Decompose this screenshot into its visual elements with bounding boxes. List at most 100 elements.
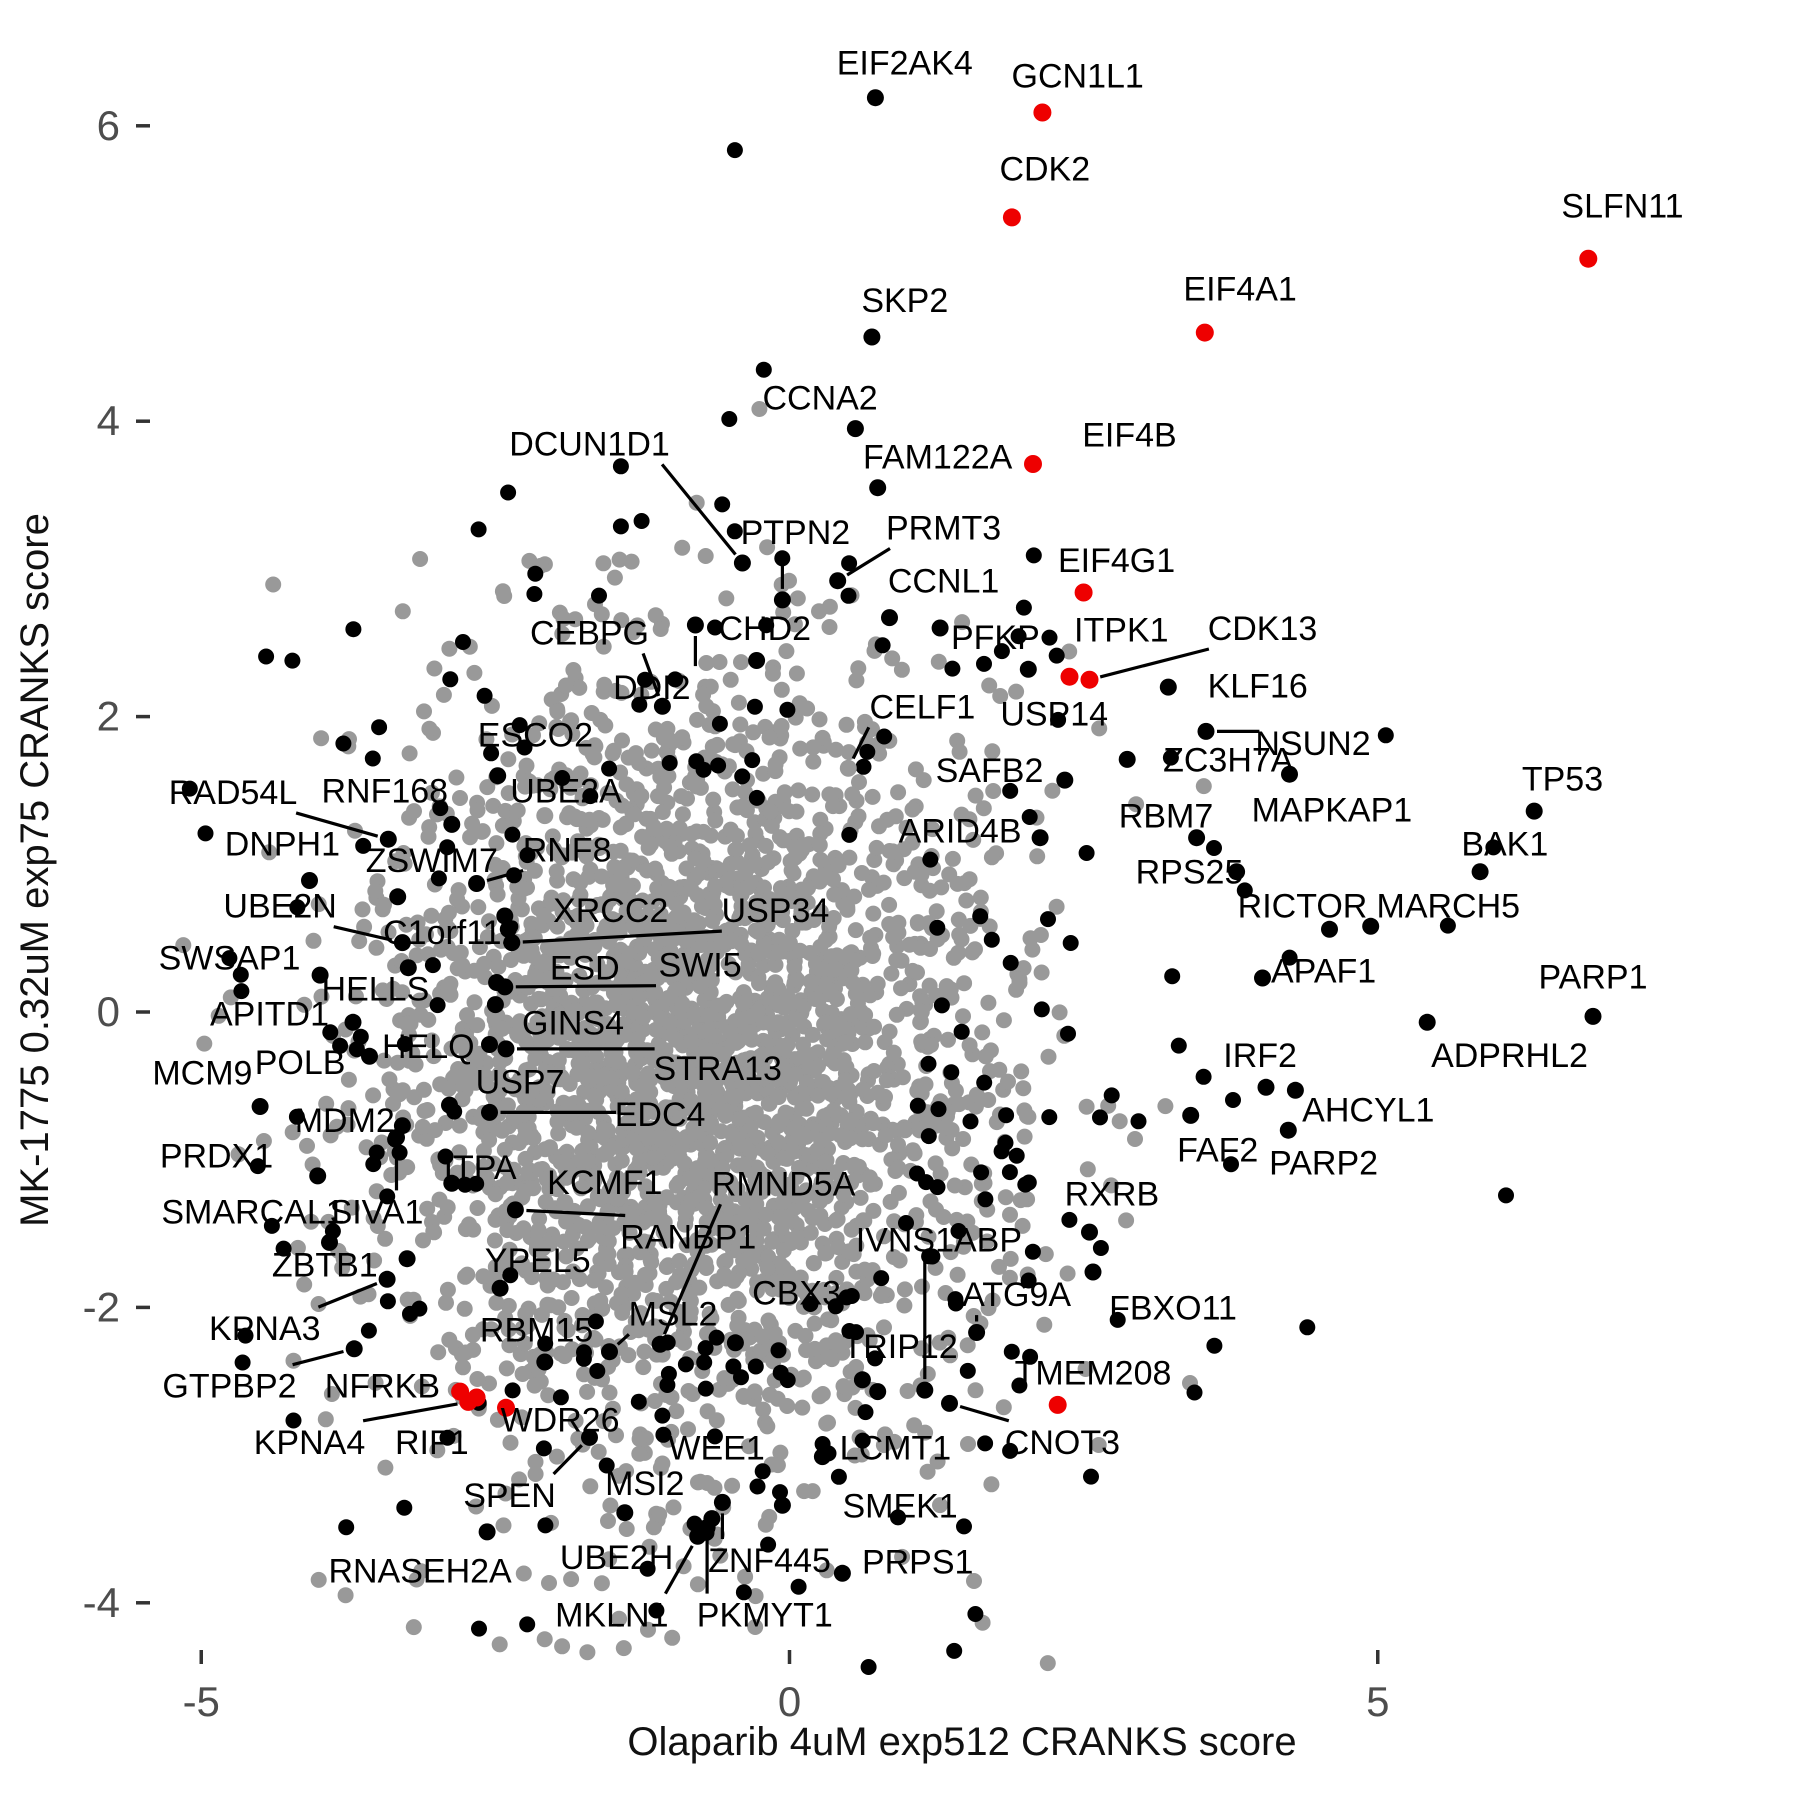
y-axis-title: MK-1775 0.32uM exp75 CRANKS score	[13, 513, 57, 1227]
cloud-point	[413, 1563, 430, 1580]
cloud-point	[455, 1359, 471, 1376]
cloud-point	[812, 825, 829, 842]
cloud-point	[811, 873, 828, 890]
cloud-point	[555, 1011, 572, 1028]
cloud-point	[674, 806, 691, 823]
cloud-point	[798, 1100, 815, 1117]
cloud-point	[494, 860, 511, 876]
cloud-point	[548, 863, 565, 880]
hit-point	[867, 1350, 883, 1367]
cloud-point	[712, 1547, 729, 1564]
hit-point	[1061, 1211, 1078, 1228]
hit-point	[876, 728, 893, 745]
cloud-point	[1016, 1128, 1033, 1145]
cloud-point	[848, 672, 865, 689]
cloud-point	[876, 1319, 892, 1336]
gene-label: ESD	[550, 950, 620, 988]
cloud-point	[697, 548, 714, 564]
cloud-point	[442, 975, 459, 992]
hit-point	[920, 1128, 937, 1145]
hit-point	[779, 1372, 796, 1389]
cloud-point	[827, 741, 844, 758]
cloud-point	[746, 1181, 762, 1198]
cloud-point	[825, 871, 841, 888]
gene-label: LCMT1	[840, 1430, 951, 1468]
hit-point	[993, 1143, 1010, 1160]
hit-point	[527, 565, 544, 582]
hit-point	[355, 837, 372, 854]
cloud-point	[688, 494, 705, 511]
cloud-point	[1020, 1108, 1037, 1125]
cloud-point	[387, 853, 404, 870]
cloud-point	[812, 1207, 829, 1224]
gene-point	[497, 1040, 515, 1058]
gene-label: RNF8	[523, 832, 612, 870]
cloud-point	[525, 1130, 542, 1147]
gene-point	[1033, 103, 1052, 122]
hit-point	[686, 1515, 703, 1532]
cloud-point	[725, 736, 742, 753]
gene-label: PFKP	[951, 619, 1040, 657]
cloud-point	[572, 765, 589, 782]
hit-point	[1041, 629, 1058, 646]
cloud-point	[475, 1321, 491, 1338]
cloud-point	[633, 975, 650, 992]
cloud-point	[670, 1174, 687, 1191]
cloud-point	[680, 1421, 696, 1438]
cloud-point	[692, 1473, 709, 1490]
cloud-point	[635, 1359, 652, 1376]
gene-label: C1orf112	[383, 914, 520, 952]
cloud-point	[846, 1447, 863, 1464]
hit-point	[655, 1426, 672, 1443]
gene-point	[968, 1324, 986, 1341]
cloud-point	[975, 800, 992, 817]
gene-point	[468, 875, 486, 892]
hit-point	[953, 1023, 970, 1040]
cloud-point	[932, 1497, 948, 1514]
cloud-point	[754, 1328, 771, 1345]
gene-point	[1019, 660, 1037, 678]
cloud-point	[367, 883, 384, 900]
hit-point	[221, 950, 238, 967]
cloud-point	[811, 711, 828, 728]
hit-point	[909, 1097, 926, 1114]
cloud-point	[496, 588, 513, 604]
hit-point	[710, 757, 727, 774]
cloud-point	[661, 878, 678, 895]
cloud-point	[655, 1058, 672, 1075]
cloud-point	[660, 1103, 677, 1119]
hit-point	[697, 1340, 714, 1357]
hit-point	[841, 826, 858, 843]
cloud-point	[728, 1088, 745, 1105]
hit-point	[873, 1270, 890, 1287]
cloud-point	[722, 1024, 739, 1040]
hit-point	[1083, 1468, 1099, 1485]
cloud-point	[515, 1220, 532, 1237]
x-axis: -5 0 5 Olaparib 4uM exp512 CRANKS score	[183, 1650, 1389, 1764]
leader-line	[641, 652, 661, 697]
cloud-point	[751, 975, 767, 992]
cloud-point	[439, 1199, 456, 1216]
hit-point	[890, 1509, 906, 1526]
cloud-point	[621, 1205, 638, 1222]
hit-point	[197, 825, 214, 842]
hit-point	[232, 966, 249, 983]
cloud-point	[959, 1337, 976, 1354]
cloud-point	[896, 870, 913, 887]
cloud-point	[872, 1287, 889, 1304]
cloud-point	[303, 1213, 319, 1230]
cloud-point	[491, 1082, 508, 1099]
hit-point	[365, 1156, 382, 1173]
x-axis-ticks: -5 0 5	[183, 1650, 1389, 1725]
hit-point	[1048, 647, 1065, 664]
cloud-point	[488, 835, 505, 852]
gene-label: CCNA2	[762, 380, 877, 418]
cloud-point	[774, 903, 791, 920]
cloud-point	[500, 751, 517, 768]
cloud-point	[541, 1575, 557, 1591]
cloud-point	[666, 959, 683, 976]
gene-point	[1257, 1078, 1275, 1096]
hit-point	[345, 621, 362, 638]
hit-point	[519, 847, 536, 864]
cloud-point	[835, 1018, 852, 1035]
